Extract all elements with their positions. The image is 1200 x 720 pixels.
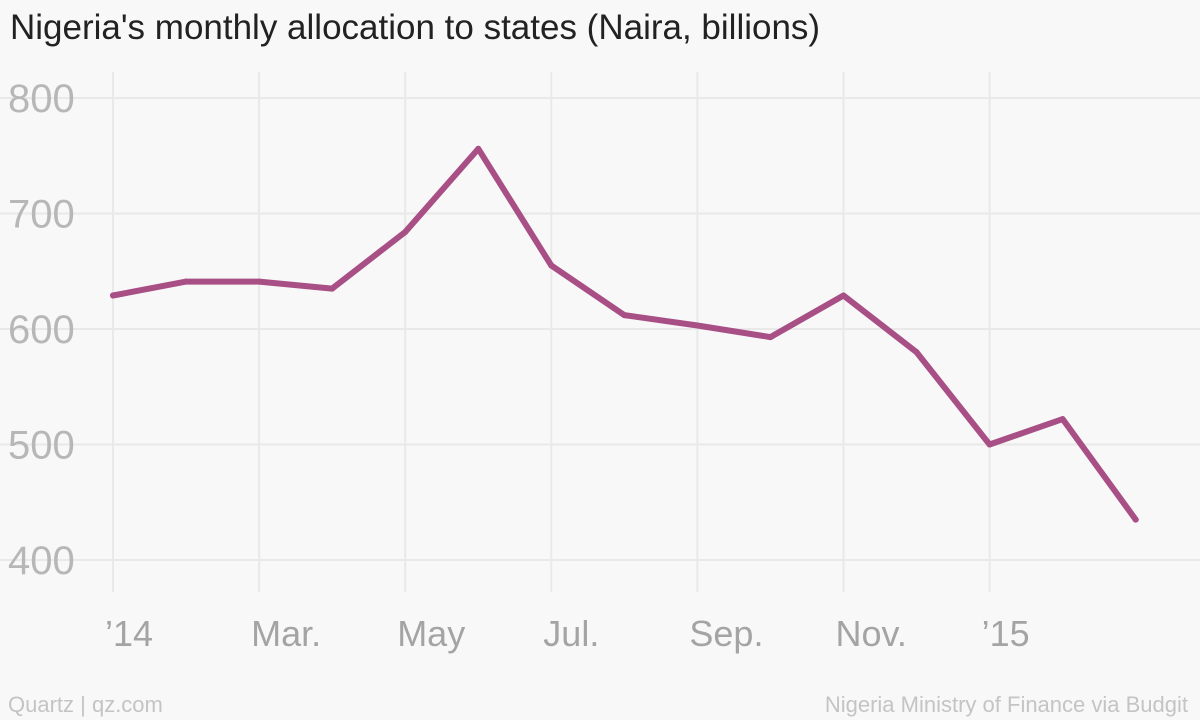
data-point (621, 312, 628, 319)
y-tick-label: 800 (8, 77, 75, 121)
chart-title: Nigeria's monthly allocation to states (… (10, 8, 821, 47)
grid (0, 72, 1200, 592)
data-point (329, 285, 336, 292)
data-point (548, 262, 555, 269)
y-tick-label: 600 (8, 308, 75, 352)
x-tick-label: Sep. (689, 613, 763, 654)
data-point (256, 278, 263, 285)
data-point (767, 334, 774, 341)
data-point (475, 145, 482, 152)
data-point (694, 322, 701, 329)
data-point (986, 441, 993, 448)
y-axis-ticks: 400 500 600 700 800 (8, 77, 75, 583)
y-tick-label: 500 (8, 424, 75, 468)
series-line (110, 145, 1139, 523)
data-point (402, 228, 409, 235)
x-tick-label: Jul. (543, 613, 599, 654)
data-point (840, 292, 847, 299)
footer-source: Nigeria Ministry of Finance via Budgit (824, 692, 1188, 717)
data-point (110, 292, 116, 299)
x-tick-label: Nov. (836, 613, 907, 654)
data-point (913, 349, 920, 356)
x-axis-ticks: ’14 Mar. May Jul. Sep. Nov. ’15 (105, 613, 1030, 654)
data-point (183, 278, 190, 285)
x-tick-label: ’15 (982, 613, 1030, 654)
y-tick-label: 400 (8, 539, 75, 583)
y-tick-label: 700 (8, 193, 75, 237)
series (110, 145, 1139, 523)
x-tick-label: May (397, 613, 465, 654)
footer-credit: Quartz | qz.com (8, 692, 163, 717)
x-tick-label: ’14 (105, 613, 153, 654)
data-point (1059, 416, 1066, 423)
x-tick-label: Mar. (251, 613, 321, 654)
data-point (1132, 516, 1139, 523)
